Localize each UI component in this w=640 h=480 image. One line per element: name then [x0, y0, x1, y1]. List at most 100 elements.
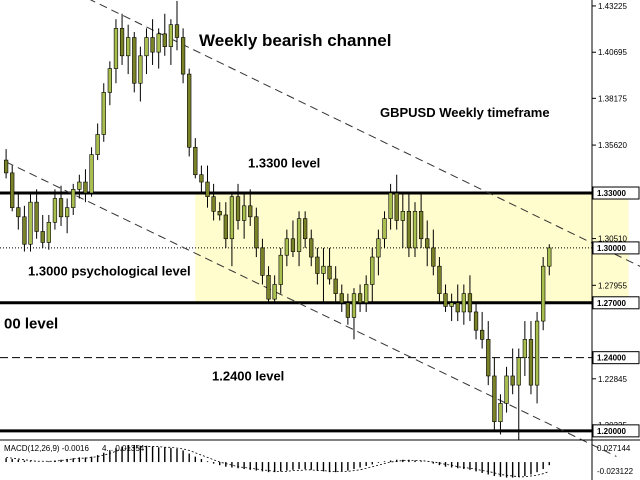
candle [486, 321, 491, 386]
candle-body [309, 238, 314, 258]
candle-body [199, 174, 204, 183]
channel-line-0 [89, 0, 640, 267]
candle-body [248, 205, 253, 218]
candle-body [254, 216, 259, 249]
candle [492, 357, 497, 431]
channel-lines-layer [5, 0, 640, 457]
candle-body [394, 192, 399, 221]
candle [187, 68, 192, 157]
candle [327, 247, 332, 285]
candle [412, 202, 418, 258]
candle-body [431, 247, 436, 267]
candle-body [498, 403, 503, 423]
candle-body [77, 181, 82, 190]
candle-body [480, 329, 485, 340]
candle-body [303, 218, 308, 240]
candle-body [321, 265, 326, 274]
candle [431, 229, 436, 276]
candle [376, 229, 381, 276]
candle [522, 321, 527, 376]
candle-body [65, 207, 70, 218]
candle-body [461, 293, 466, 313]
candle-body [119, 28, 125, 57]
candle [278, 247, 283, 294]
candle [370, 247, 375, 303]
candle [467, 275, 473, 322]
candle-body [425, 238, 430, 249]
candle-body [126, 37, 131, 57]
candle [260, 238, 265, 285]
candle [339, 284, 344, 312]
candle [162, 13, 167, 56]
candle [345, 293, 351, 325]
candle-body [296, 218, 302, 252]
candle-body [223, 214, 228, 240]
candle [28, 193, 33, 252]
candle [217, 202, 222, 221]
candle [437, 257, 442, 303]
candle [333, 266, 338, 303]
candle [16, 193, 21, 230]
price-tag-label: 1.27000 [597, 299, 626, 308]
price-tag-box [592, 351, 640, 365]
candle-body [418, 211, 424, 240]
candle [541, 257, 546, 331]
candle [406, 193, 412, 258]
candle [418, 193, 424, 248]
candle [52, 189, 58, 230]
candle [394, 174, 399, 230]
candle [229, 193, 235, 267]
candle-body [16, 207, 21, 218]
candle-body [180, 37, 186, 75]
candle-body [473, 311, 479, 331]
candle-body [278, 254, 283, 285]
candle-body [443, 293, 448, 307]
candle-body [101, 92, 106, 135]
candle-body [89, 154, 94, 194]
candle-body [516, 357, 521, 386]
candles-layer [3, 0, 552, 440]
candle [449, 293, 454, 322]
candle-body [193, 146, 198, 176]
candle [126, 24, 131, 75]
level-label: 00 level [4, 315, 58, 332]
candle-body [400, 211, 405, 221]
candle-body [510, 375, 515, 386]
candle [528, 321, 534, 395]
candle [107, 61, 112, 106]
macd-signal-layer [6, 446, 550, 478]
candle-body [467, 293, 473, 313]
candle [254, 207, 259, 258]
candle-body [376, 238, 381, 258]
candle-body [357, 293, 363, 304]
candle [168, 19, 174, 65]
price-tag-label: 1.30000 [597, 244, 626, 253]
candle-body [528, 339, 534, 386]
candle-body [107, 68, 112, 93]
candle-body [22, 216, 27, 245]
candle [34, 189, 39, 239]
candle [193, 138, 198, 179]
candle-body [547, 247, 552, 267]
candle [443, 284, 448, 312]
candle [101, 83, 106, 142]
candle [296, 211, 302, 267]
candle-body [492, 375, 497, 423]
price-tick-label: 1.35620 [598, 141, 627, 150]
macd-histogram-layer [5, 444, 550, 478]
candle-body [144, 37, 149, 57]
candle-body [406, 211, 412, 249]
candle-body [486, 339, 491, 377]
candle-body [3, 159, 9, 174]
candle-body [168, 24, 174, 47]
candle-body [46, 221, 51, 243]
candle [223, 202, 228, 248]
candle [248, 189, 253, 226]
candle [132, 32, 137, 93]
chart-title: Weekly bearish channel [199, 31, 391, 50]
candle [473, 302, 479, 340]
candle-body [150, 37, 155, 53]
candle-body [339, 293, 344, 304]
candle-body [522, 339, 527, 358]
candle [58, 185, 64, 226]
